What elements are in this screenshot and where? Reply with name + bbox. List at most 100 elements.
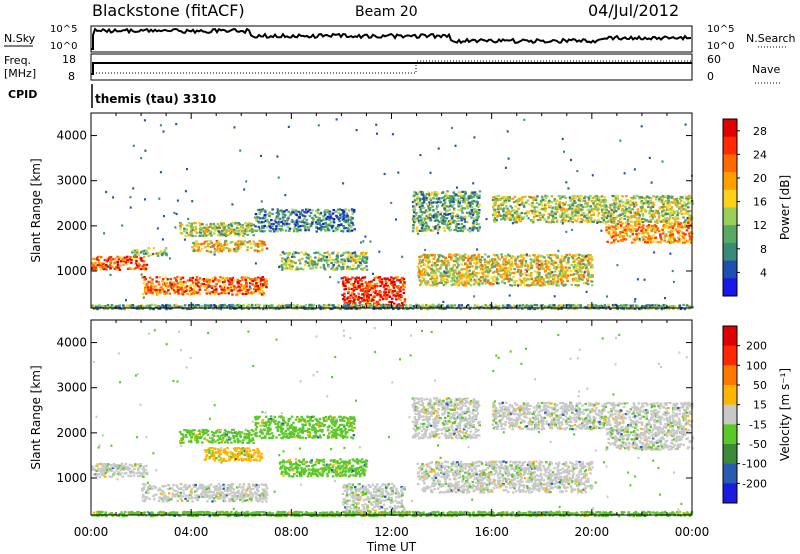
range-gate-cell: [237, 245, 240, 248]
range-gate-cell: [596, 206, 599, 209]
range-gate-cell: [511, 197, 515, 200]
range-gate-cell: [660, 238, 663, 241]
range-gate-cell: [283, 215, 287, 218]
range-gate-cell: [536, 219, 540, 222]
range-gate-cell: [128, 267, 131, 270]
range-gate-cell: [316, 251, 320, 254]
range-gate-cell: [547, 261, 551, 264]
range-gate-cell: [177, 286, 181, 289]
range-gate-cell: [199, 229, 203, 232]
range-gate-cell: [199, 224, 202, 227]
range-gate-cell: [384, 296, 388, 299]
range-gate-cell: [323, 259, 327, 262]
range-gate-cell: [452, 272, 455, 275]
range-gate-cell: [454, 271, 457, 274]
range-gate-cell: [383, 293, 387, 296]
range-gate-cell: [555, 254, 558, 257]
range-gate-cell: [336, 252, 340, 255]
range-gate-cell: [668, 214, 672, 217]
range-gate-cell: [207, 290, 210, 293]
range-gate-cell: [508, 196, 511, 199]
range-gate-cell: [681, 230, 684, 234]
range-gate-cell: [319, 225, 323, 228]
range-gate-cell: [364, 256, 367, 259]
range-gate-cell: [444, 194, 447, 198]
range-gate-cell: [350, 208, 354, 211]
range-gate-cell: [250, 278, 253, 281]
range-gate-cell: [449, 223, 452, 226]
range-gate-cell: [649, 212, 652, 215]
range-gate-cell: [377, 301, 380, 305]
range-gate-cell: [449, 201, 452, 204]
range-gate-cell: [475, 263, 478, 266]
range-gate-cell: [411, 217, 415, 220]
range-gate-cell: [534, 198, 538, 202]
range-gate-cell: [676, 213, 679, 217]
range-gate-cell: [379, 291, 382, 294]
range-gate-cell: [664, 212, 667, 215]
range-gate-cell: [489, 283, 492, 286]
range-gate-cell: [311, 304, 314, 307]
range-gate-cell: [163, 290, 166, 293]
range-gate-cell: [427, 215, 430, 218]
range-gate-cell: [421, 258, 425, 261]
range-gate-cell: [560, 307, 563, 310]
range-gate-cell: [617, 208, 620, 211]
range-gate-cell: [224, 277, 227, 280]
range-gate-cell: [532, 218, 535, 221]
range-gate-cell: [564, 219, 567, 222]
range-gate-cell: [413, 209, 417, 212]
range-gate-cell: [442, 263, 445, 266]
range-gate-cell: [444, 256, 448, 259]
range-gate-cell: [657, 212, 660, 215]
range-gate-cell: [556, 281, 559, 284]
range-gate-cell: [509, 305, 512, 308]
range-gate-cell: [662, 226, 665, 230]
range-gate-cell: [402, 291, 406, 295]
range-gate-cell: [284, 258, 287, 261]
range-gate-cell: [663, 236, 666, 239]
range-gate-cell: [301, 209, 304, 212]
range-gate-cell: [190, 279, 194, 282]
range-gate-cell: [106, 259, 109, 262]
range-gate-cell: [241, 241, 245, 244]
range-gate-cell: [467, 229, 470, 232]
range-gate-cell: [540, 199, 543, 202]
range-gate-cell: [460, 277, 463, 280]
range-gate-cell: [214, 224, 217, 227]
range-gate-cell: [354, 302, 357, 305]
range-gate-cell: [679, 209, 683, 212]
range-gate-cell: [604, 211, 608, 214]
range-gate-cell: [281, 268, 284, 271]
range-gate-cell: [690, 218, 693, 221]
range-gate-cell: [436, 260, 439, 263]
range-gate-cell: [339, 261, 343, 264]
range-gate-cell: [237, 247, 240, 250]
range-gate-cell: [487, 305, 491, 308]
range-gate-cell: [193, 285, 196, 288]
range-gate-cell: [618, 200, 622, 203]
range-gate-cell: [256, 245, 260, 248]
range-gate-cell: [656, 303, 659, 306]
range-gate-cell: [563, 203, 567, 206]
range-gate-cell: [322, 264, 326, 267]
range-gate-cell: [617, 240, 620, 243]
range-gate-cell: [243, 243, 247, 246]
range-gate-cell: [630, 215, 634, 218]
range-gate-cell: [391, 290, 395, 293]
range-gate-cell: [372, 300, 375, 303]
range-gate-cell: [545, 265, 548, 268]
range-gate-cell: [144, 267, 148, 270]
range-gate-cell: [492, 204, 495, 207]
range-gate-cell: [549, 275, 552, 279]
range-gate-cell: [628, 208, 631, 211]
range-gate-cell: [558, 207, 561, 210]
range-gate-cell: [304, 226, 307, 230]
range-gate-cell: [544, 259, 547, 262]
range-gate-cell: [95, 268, 99, 271]
range-gate-cell: [184, 290, 188, 293]
range-gate-cell: [202, 242, 206, 245]
range-gate-cell: [337, 264, 340, 267]
range-gate-cell: [578, 195, 581, 198]
range-gate-cell: [496, 308, 499, 311]
